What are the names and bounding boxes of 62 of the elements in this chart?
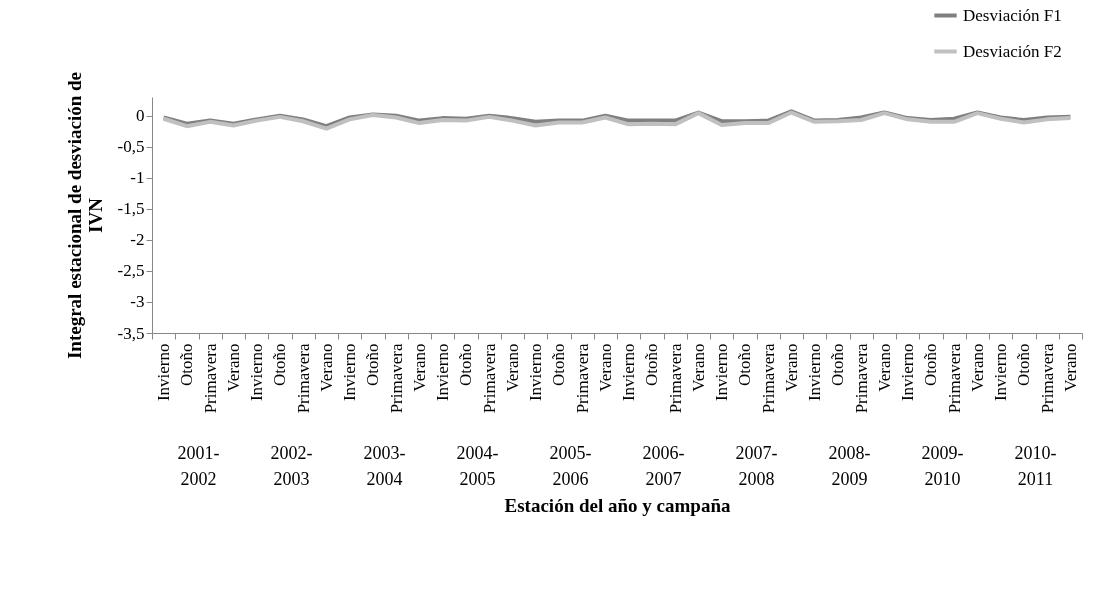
text: 2006-2007	[642, 443, 685, 489]
x-tick-label: Verano	[1060, 343, 1080, 392]
legend-label: Desviación F1	[963, 5, 1062, 25]
x-tick-label: Invierno	[712, 343, 732, 402]
x-tick-label: Invierno	[247, 343, 267, 402]
x-tick-label: Otoño	[549, 343, 569, 386]
x-tick-label: Otoño	[456, 343, 476, 386]
text: 2009-2010	[921, 443, 964, 489]
x-axis-title: Estación del año y campaña	[504, 495, 731, 517]
y-tick-label: 0	[136, 106, 145, 126]
y-tick-label: -3	[130, 292, 145, 312]
x-tick-label: Verano	[874, 343, 894, 392]
x-tick-label: Primavera	[293, 343, 313, 414]
text: 2005-2006	[549, 443, 592, 489]
y-tick-label: -2,5	[117, 261, 145, 281]
y-tick-label: -3,5	[117, 323, 145, 343]
x-tick-label: Otoño	[828, 343, 848, 386]
x-tick-label: Verano	[316, 343, 336, 392]
x-tick-label: Verano	[223, 343, 243, 392]
y-tick-label: -2	[130, 230, 145, 250]
y-tick-label: -1,5	[117, 199, 145, 219]
text: 2003-2004	[363, 443, 406, 489]
x-tick-label: Verano	[409, 343, 429, 392]
x-tick-label: Verano	[781, 343, 801, 392]
x-tick-label: Invierno	[154, 343, 174, 402]
x-tick-label: Primavera	[944, 343, 964, 414]
x-tick-label: Otoño	[642, 343, 662, 386]
x-tick-label: Invierno	[991, 343, 1011, 402]
text: 2001-2002	[177, 443, 220, 489]
x-tick-label: Invierno	[526, 343, 546, 402]
x-tick-label: Primavera	[1037, 343, 1057, 414]
x-tick-label: Invierno	[340, 343, 360, 402]
text: 2004-2005	[456, 443, 499, 489]
x-tick-label: Primavera	[572, 343, 592, 414]
x-tick-label: Invierno	[898, 343, 918, 402]
x-tick-label: Otoño	[921, 343, 941, 386]
x-tick-label: Otoño	[363, 343, 383, 386]
y-tick-label: -0,5	[117, 137, 145, 157]
x-tick-label: Invierno	[805, 343, 825, 402]
y-axis-title: Integral estacional de desviación de IVN	[63, 71, 106, 360]
x-tick-label: Verano	[502, 343, 522, 392]
x-tick-label: Otoño	[735, 343, 755, 386]
x-tick-label: Primavera	[758, 343, 778, 414]
x-tick-label: Verano	[967, 343, 987, 392]
x-tick-label: Primavera	[200, 343, 220, 414]
y-tick-label: -1	[130, 168, 145, 188]
legend-label: Desviación F2	[963, 41, 1062, 61]
x-tick-label: Primavera	[851, 343, 871, 414]
text: 2008-2009	[828, 443, 871, 489]
x-tick-label: Primavera	[386, 343, 406, 414]
x-tick-label: Verano	[688, 343, 708, 392]
x-tick-label: Otoño	[177, 343, 197, 386]
x-tick-label: Primavera	[479, 343, 499, 414]
x-tick-label: Invierno	[433, 343, 453, 402]
text: 2007-2008	[735, 443, 778, 489]
x-tick-label: Otoño	[270, 343, 290, 386]
x-tick-label: Otoño	[1014, 343, 1034, 386]
x-tick-label: Invierno	[619, 343, 639, 402]
x-tick-label: Verano	[595, 343, 615, 392]
text: 2010-2011	[1014, 443, 1057, 489]
x-tick-label: Primavera	[665, 343, 685, 414]
text: 2002-2003	[270, 443, 313, 489]
